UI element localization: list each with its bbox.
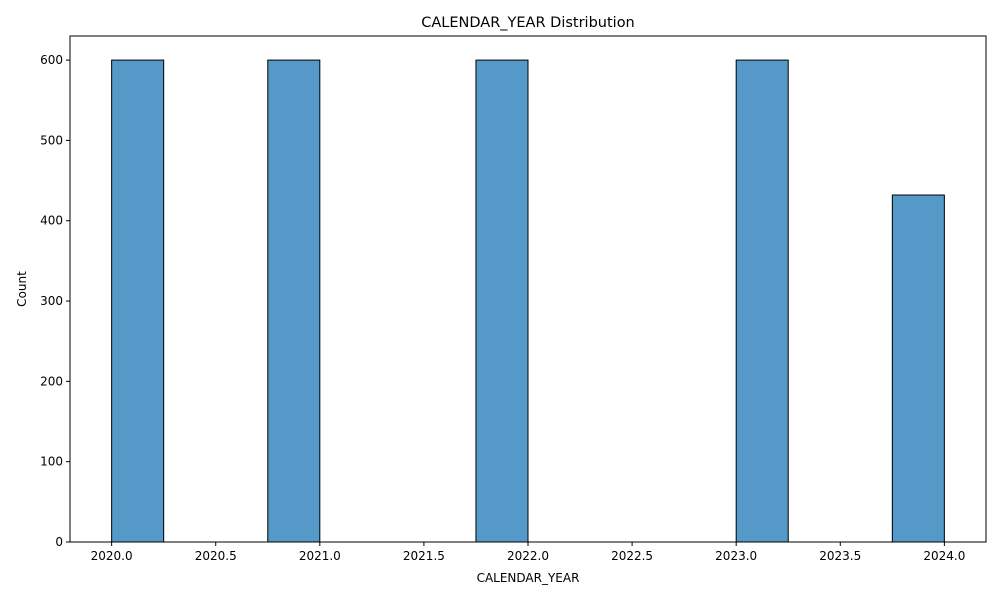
y-axis-label: Count	[15, 271, 29, 307]
x-tick-label: 2021.5	[403, 549, 445, 563]
y-axis-ticks: 0 100 200 300 400 500 600	[40, 53, 70, 549]
histogram-bar-4	[735, 59, 789, 543]
histogram-bar-3	[475, 59, 529, 543]
x-tick-label: 2021.0	[299, 549, 341, 563]
y-tick-label: 500	[40, 133, 63, 147]
x-tick-label: 2024.0	[923, 549, 965, 563]
y-tick-label: 400	[40, 214, 63, 228]
x-axis-label: CALENDAR_YEAR	[477, 571, 580, 585]
y-tick-label: 600	[40, 53, 63, 67]
y-tick-label: 300	[40, 294, 63, 308]
bars-group	[111, 59, 945, 543]
y-tick-label: 100	[40, 455, 63, 469]
x-tick-label: 2023.0	[715, 549, 757, 563]
histogram-bar-2	[267, 59, 321, 543]
x-axis-ticks: 2020.0 2020.5 2021.0 2021.5 2022.0 2022.5 2023…	[91, 542, 965, 563]
chart-title: CALENDAR_YEAR Distribution	[421, 15, 635, 31]
x-tick-label: 2022.5	[611, 549, 653, 563]
y-tick-label: 200	[40, 374, 63, 388]
x-tick-label: 2023.5	[819, 549, 861, 563]
histogram-bar-1	[111, 59, 165, 543]
x-tick-label: 2020.0	[91, 549, 133, 563]
histogram-bar-5	[891, 194, 945, 543]
y-tick-label: 0	[55, 535, 63, 549]
x-tick-label: 2022.0	[507, 549, 549, 563]
x-tick-label: 2020.5	[195, 549, 237, 563]
